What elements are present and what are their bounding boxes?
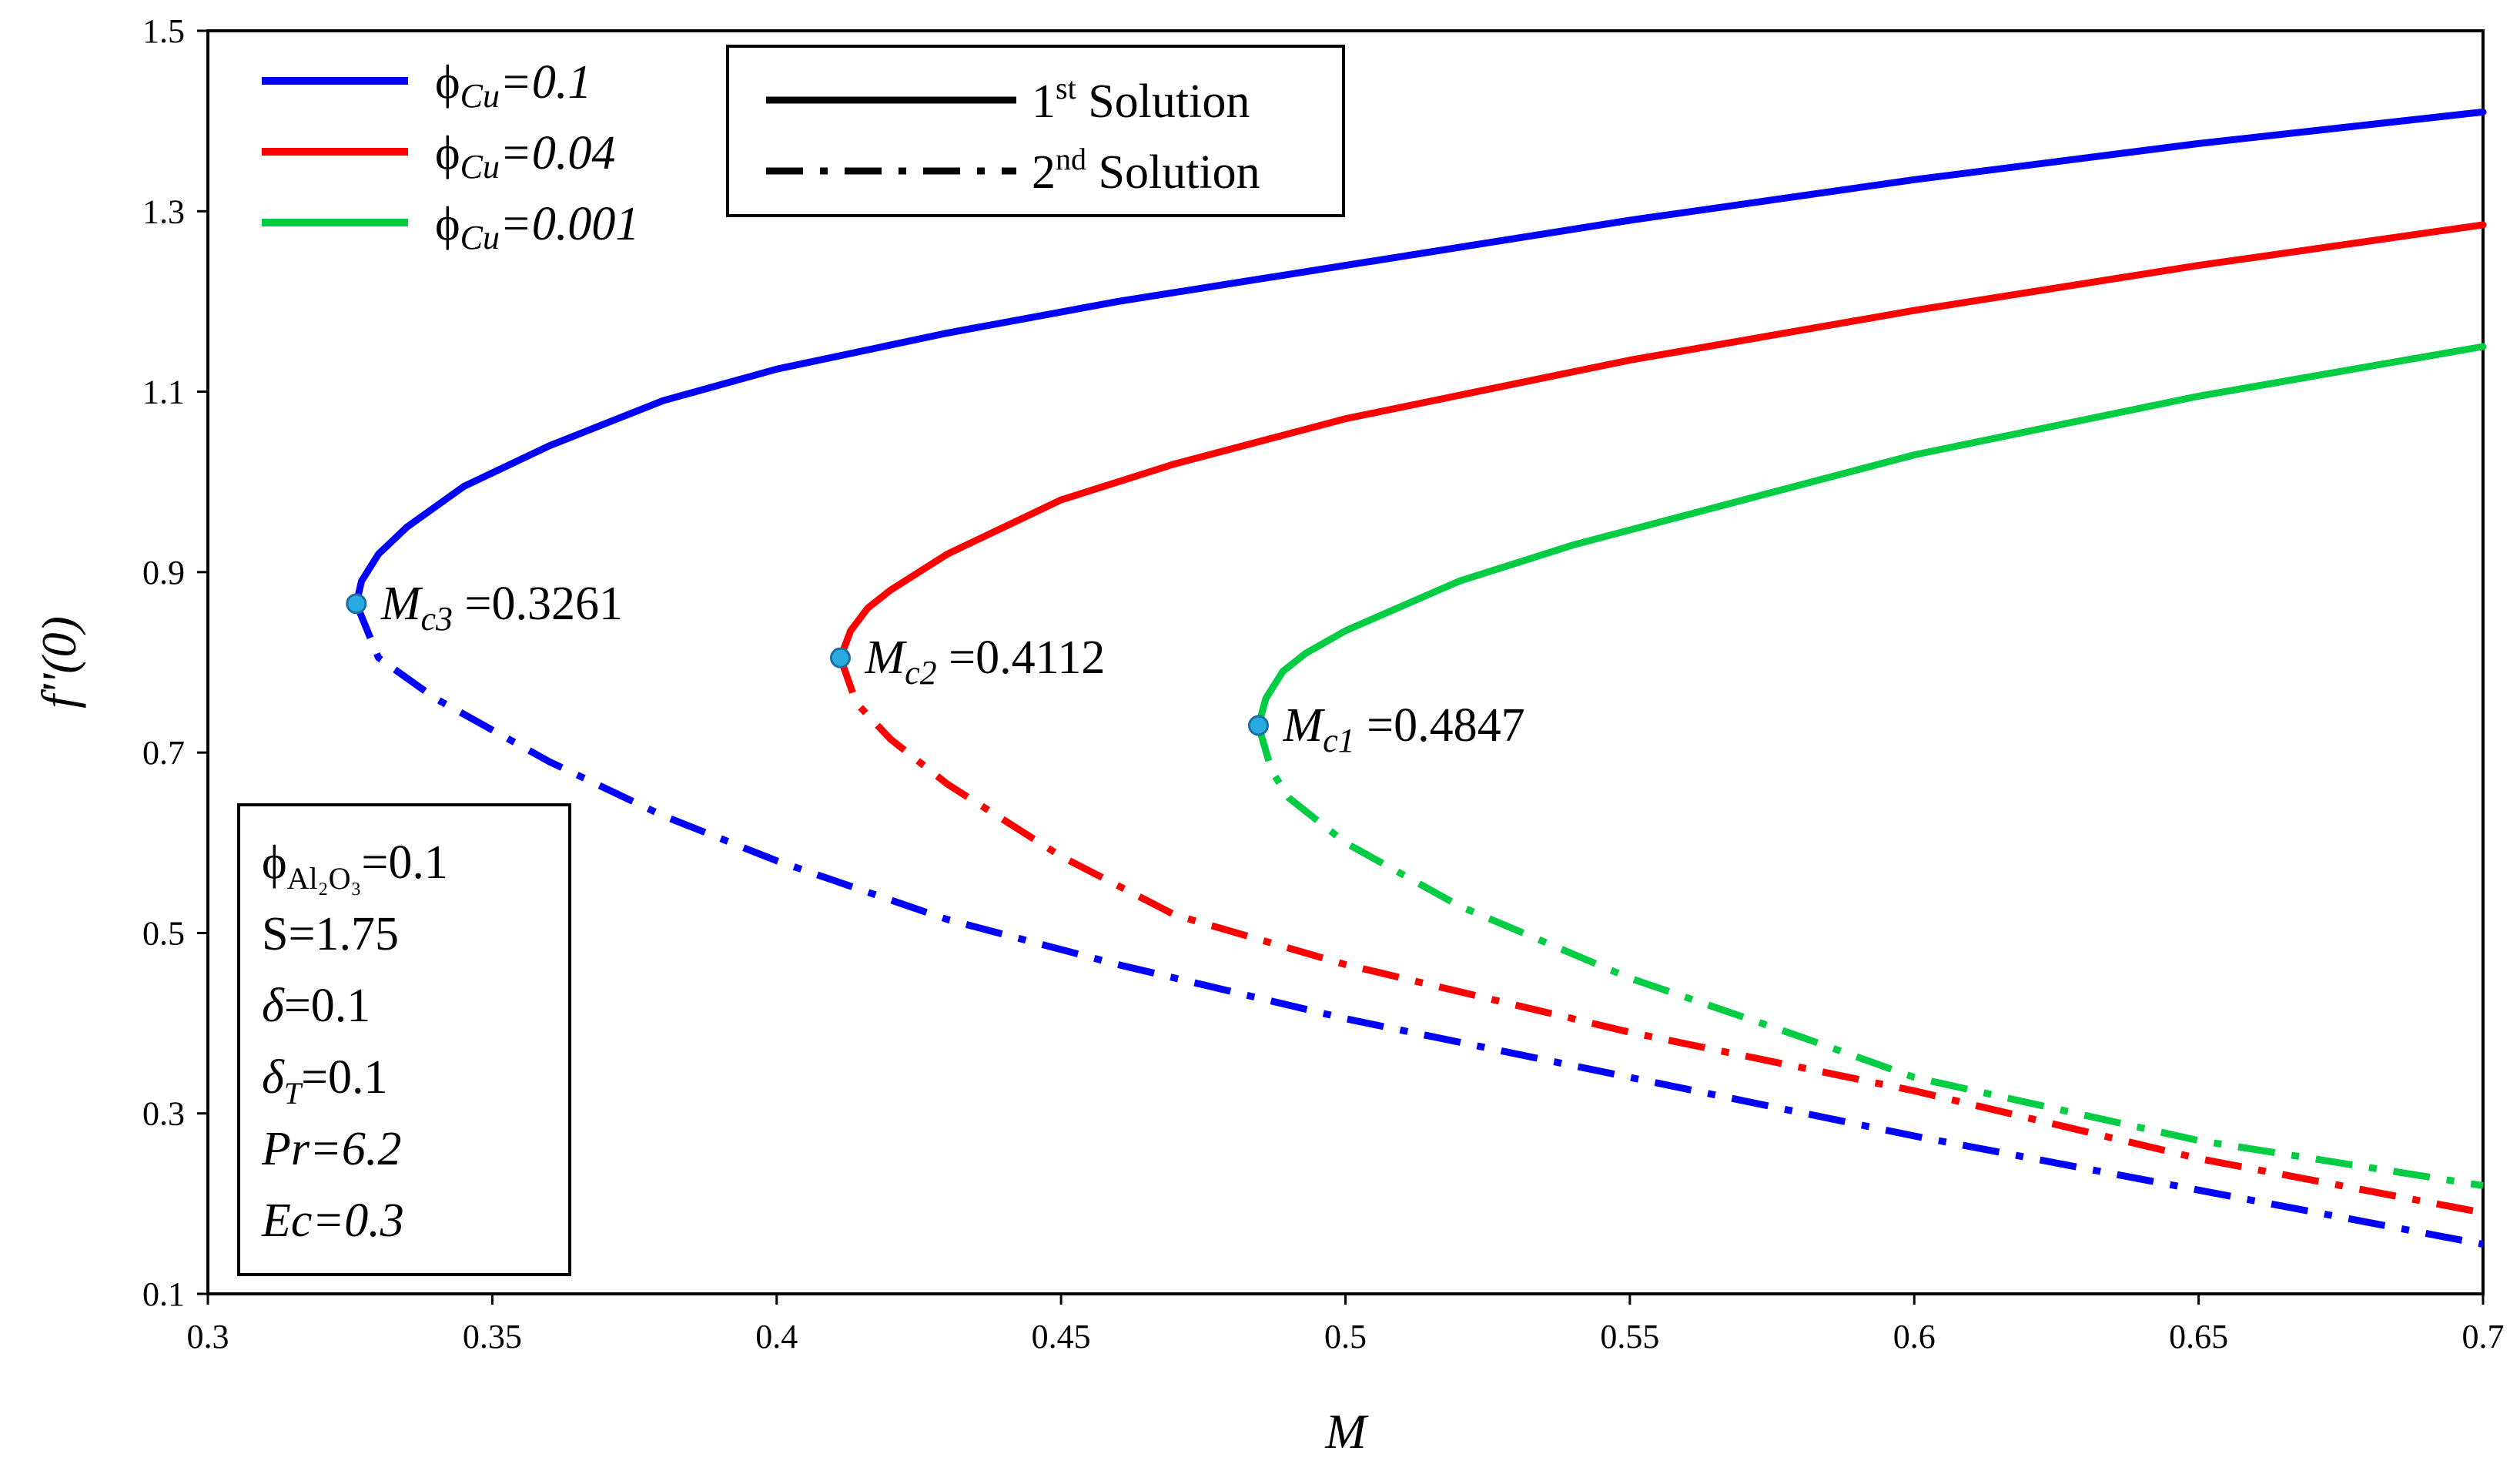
x-tick-label: 0.6 (1893, 1318, 1936, 1355)
critical-point-marker (829, 647, 851, 668)
legend-color-label: ϕCu=0.04 (435, 127, 615, 186)
y-tick-label: 0.3 (142, 1095, 185, 1133)
parameter-item: Pr=6.2 (261, 1123, 401, 1175)
legend-styles-box (726, 45, 1345, 217)
y-axis-title: f''(0) (32, 616, 86, 709)
legend-color-label: ϕCu=0.001 (435, 198, 639, 256)
y-tick-label: 1.3 (142, 193, 185, 230)
legend-colors: ϕCu=0.1 ϕCu=0.04 ϕCu=0.001 (262, 56, 639, 256)
legend-color-label: ϕCu=0.1 (435, 56, 591, 115)
x-tick-label: 0.55 (1600, 1318, 1659, 1355)
legend-style-label: 1st Solution (1032, 71, 1250, 128)
series-second-solution-line (1255, 724, 2484, 1189)
series-first-solution-line (837, 221, 2487, 662)
y-tick-label: 0.1 (142, 1275, 185, 1313)
x-tick-label: 0.4 (755, 1318, 798, 1355)
x-tick-label: 0.3 (187, 1318, 229, 1355)
series-first-solution-line (1255, 343, 2487, 729)
x-axis-title: M (1324, 1404, 1369, 1459)
critical-point-marker (1247, 715, 1269, 736)
parameter-item: δ=0.1 (262, 980, 370, 1032)
annotation-layer: Mc3 =0.3261 Mc2 =0.4112 Mc1 =0.4847 (346, 578, 1525, 759)
y-tick-label: 1.5 (142, 12, 185, 50)
critical-point-label: Mc1 =0.4847 (1282, 699, 1524, 759)
parameter-item: δT=0.1 (262, 1051, 388, 1111)
series-layer (353, 108, 2487, 1248)
parameter-item: S=1.75 (262, 908, 399, 960)
y-tick-label: 1.1 (142, 374, 185, 411)
y-tick-label: 0.9 (142, 554, 185, 591)
series-first-solution-line (353, 108, 2487, 608)
critical-point-marker (346, 593, 367, 615)
legend-styles: 1st Solution 2nd Solution (766, 71, 1260, 199)
critical-point-label: Mc2 =0.4112 (864, 632, 1105, 692)
x-tick-label: 0.35 (463, 1318, 522, 1355)
x-tick-label: 0.7 (2462, 1318, 2505, 1355)
parameter-list: ϕAl₂O₃=0.1 S=1.75 δ=0.1 δT=0.1 Pr=6.2 Ec=0.3 (261, 836, 448, 1247)
tick-layer: 0.3 0.35 0.4 0.45 0.5 0.55 0.6 0.65 0.70.10.30.5… (142, 12, 2505, 1355)
series-second-solution-line (837, 656, 2484, 1217)
x-tick-label: 0.45 (1032, 1318, 1091, 1355)
x-tick-label: 0.65 (2169, 1318, 2228, 1355)
x-tick-label: 0.5 (1324, 1318, 1367, 1355)
series-second-solution-line (353, 602, 2484, 1248)
legend-style-label: 2nd Solution (1032, 142, 1260, 199)
y-tick-label: 0.7 (142, 734, 185, 772)
parameter-item: ϕAl₂O₃=0.1 (262, 836, 448, 896)
parameter-box (237, 803, 571, 1276)
y-tick-label: 0.5 (142, 914, 185, 952)
critical-point-label: Mc3 =0.3261 (380, 578, 623, 638)
parameter-item: Ec=0.3 (261, 1195, 404, 1247)
